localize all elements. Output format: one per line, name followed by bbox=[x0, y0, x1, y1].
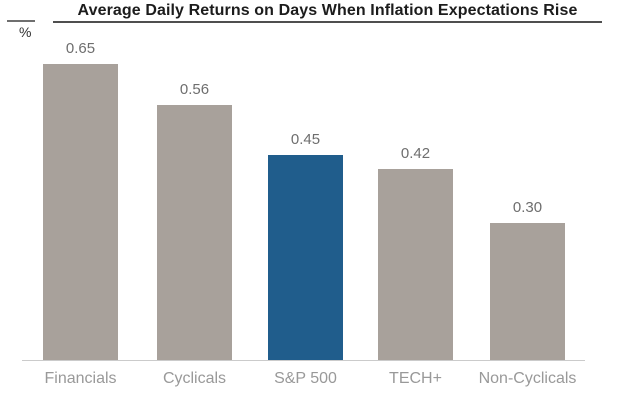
axis-label-financials: Financials bbox=[44, 370, 117, 387]
axis-label-cyclicals: Cyclicals bbox=[162, 370, 227, 387]
bar-group-non-cyclicals: 0.30 Non-Cyclicals bbox=[479, 199, 577, 387]
axis-label-tech: TECH+ bbox=[389, 370, 442, 387]
bar-group-financials: 0.65 Financials bbox=[43, 40, 118, 387]
bar-value-label-tech: 0.42 bbox=[400, 145, 431, 162]
x-axis-line bbox=[22, 360, 585, 361]
bar-financials bbox=[43, 64, 118, 360]
axis-label-s-p-500: S&P 500 bbox=[274, 370, 337, 387]
bar-group-s-p-500: 0.45 S&P 500 bbox=[268, 131, 343, 387]
bar-group-tech: 0.42 TECH+ bbox=[378, 145, 453, 387]
bar-tech bbox=[378, 169, 453, 360]
bar-value-label-cyclicals: 0.56 bbox=[179, 81, 210, 98]
y-axis-unit-label: % bbox=[19, 24, 32, 40]
bar-group-cyclicals: 0.56 Cyclicals bbox=[157, 81, 232, 387]
chart-title: Average Daily Returns on Days When Infla… bbox=[77, 2, 578, 19]
bar-s-p-500 bbox=[268, 155, 343, 360]
bar-cyclicals bbox=[157, 105, 232, 360]
bar-value-label-financials: 0.65 bbox=[65, 40, 96, 57]
title-underline bbox=[53, 21, 602, 23]
bar-value-label-non-cyclicals: 0.30 bbox=[512, 199, 543, 216]
axis-label-non-cyclicals: Non-Cyclicals bbox=[478, 370, 577, 387]
header-dash bbox=[7, 20, 35, 22]
bar-value-label-s-p-500: 0.45 bbox=[290, 131, 321, 148]
bar-non-cyclicals bbox=[490, 223, 565, 360]
